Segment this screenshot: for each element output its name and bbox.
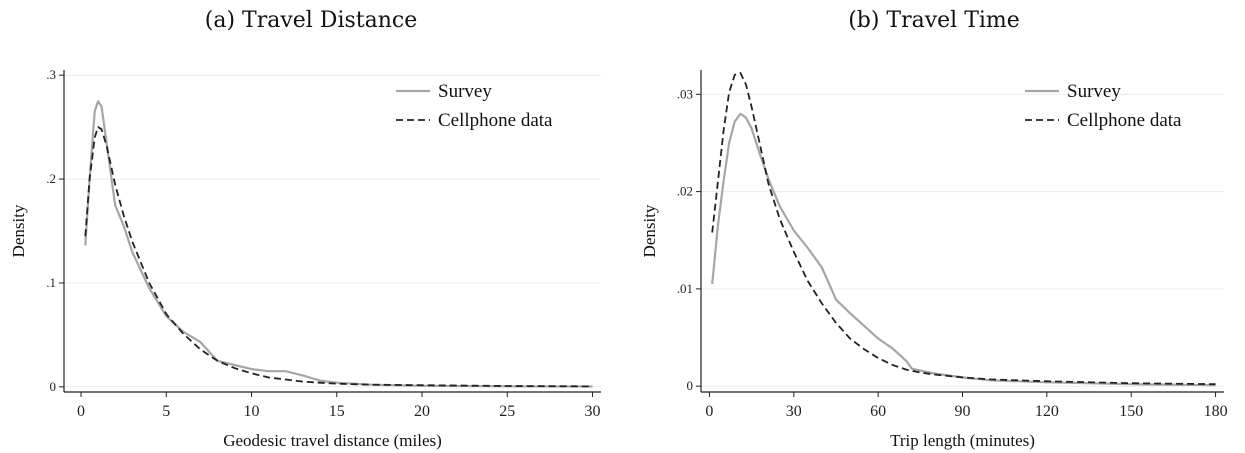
y-tick-label: 0 (50, 379, 57, 394)
y-tick-label: 0 (687, 378, 694, 393)
chart-plot-area: 0 .01 .02 .03 0 30 60 90 120 150 180 Trip length (m… (640, 70, 1228, 450)
x-tick-label: 10 (244, 403, 260, 420)
x-tick-label: 0 (77, 403, 85, 420)
legend-label: Survey (1067, 81, 1121, 102)
panel-travel-time: (b) Travel Time 0 .01 .02 .03 0 30 60 90 120 150 1… (623, 0, 1245, 453)
chart-plot-area: 0 .1 .2 .3 0 5 10 15 20 25 30 Geodesic travel dista… (9, 67, 601, 450)
x-tick-label: 150 (1119, 403, 1143, 420)
x-axis-label: Trip length (minutes) (890, 431, 1035, 450)
x-tick-label: 20 (414, 403, 430, 420)
chart-title: (b) Travel Time (848, 8, 1020, 33)
x-tick-label: 0 (705, 403, 713, 420)
x-tick-label: 90 (955, 403, 971, 420)
series-line-survey (711, 112, 1216, 387)
y-tick-label: .01 (677, 281, 693, 296)
y-tick-label: .3 (46, 67, 56, 82)
y-tick-label: .03 (677, 86, 693, 101)
legend-label: Survey (438, 81, 492, 102)
series-line-survey (84, 100, 593, 388)
x-axis-label: Geodesic travel distance (miles) (223, 431, 442, 450)
y-axis-label: Density (640, 204, 659, 257)
y-tick-label: .02 (677, 184, 693, 199)
legend-label: Cellphone data (438, 110, 553, 131)
y-tick-label: .1 (46, 275, 56, 290)
x-tick-label: 180 (1204, 403, 1228, 420)
x-tick-label: 5 (162, 403, 170, 420)
y-axis-label: Density (9, 204, 28, 257)
x-tick-label: 25 (499, 403, 515, 420)
x-tick-label: 30 (786, 403, 802, 420)
x-tick-label: 15 (329, 403, 345, 420)
legend-label: Cellphone data (1067, 110, 1182, 131)
x-tick-label: 60 (870, 403, 886, 420)
panel-travel-distance: (a) Travel Distance 0 .1 .2 .3 0 5 10 15 20 25 30 G… (0, 0, 622, 453)
x-tick-label: 30 (584, 403, 600, 420)
y-tick-label: .2 (46, 171, 56, 186)
series-line-cellphone-data (711, 72, 1216, 386)
x-tick-label: 120 (1035, 403, 1059, 420)
series-line-cellphone-data (84, 126, 593, 388)
chart-title: (a) Travel Distance (204, 8, 418, 33)
